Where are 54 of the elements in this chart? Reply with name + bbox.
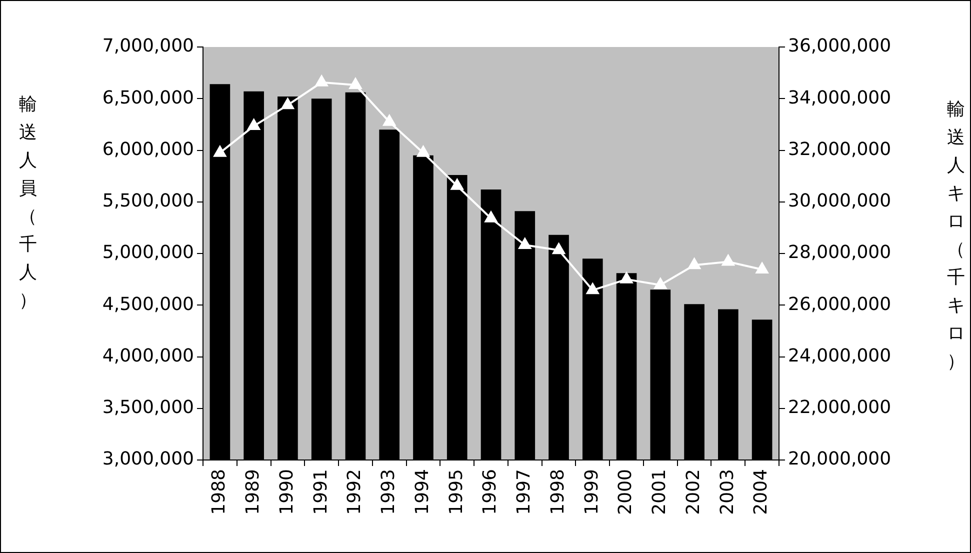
point [484,211,498,222]
x-tick-label: 1989 [242,469,264,515]
y2-tick-label: 26,000,000 [788,294,892,315]
text: 輸送人キロ（千キロ） [947,99,965,372]
y-tick-label: 3,500,000 [102,397,194,418]
point [282,98,294,110]
point [214,146,226,157]
x-tick-label: 1994 [412,469,433,515]
x-tick-label: 1998 [547,469,568,515]
y-axis-title: 輸送人員（千人） [18,93,38,313]
x-tick-label: 2000 [615,469,636,515]
y2-tick-label: 30,000,000 [788,190,892,212]
y2-tick-label: 36,000,000 [788,36,892,57]
x-tick-label: 1999 [581,469,602,515]
y-tick-label: 4,500,000 [102,294,194,315]
x-tick-label: 2003 [716,469,738,515]
y-tick-label: 7,000,000 [102,36,194,57]
x-tick-label: 1992 [344,469,366,515]
point [552,243,565,254]
y-tick-label: 6,000,000 [102,138,194,160]
point [417,146,430,157]
y-tick-label: 5,000,000 [102,242,194,264]
y2-tick-label: 34,000,000 [788,87,892,108]
point [586,283,599,294]
y2-tick-label: 28,000,000 [788,242,892,264]
point [620,272,633,284]
x-tick-label: 1997 [514,469,535,515]
y-tick-label: 3,000,000 [102,448,194,470]
y-tick-label: 4,000,000 [102,345,194,366]
point [349,78,362,89]
x-tick-label: 1988 [208,469,230,515]
x-tick-label: 2004 [750,469,772,515]
y-tick-label: 6,500,000 [102,87,194,108]
y2-tick-label: 32,000,000 [788,138,892,160]
y-tick-label: 5,500,000 [102,190,194,212]
x-tick-label: 2002 [682,469,704,515]
x-tick-label: 1995 [446,469,467,515]
point [518,238,532,249]
point [688,258,700,270]
point [315,75,328,86]
point [248,118,260,130]
y2-tick-label: 24,000,000 [788,345,892,366]
point [450,178,464,190]
point [383,114,396,126]
y2-tick-label: 20,000,000 [788,448,892,470]
x-tick-label: 2001 [649,469,670,515]
point [756,262,768,274]
x-tick-label: 1991 [310,469,332,515]
point [654,278,667,289]
x-tick-label: 1990 [276,469,298,515]
y2-tick-label: 22,000,000 [788,397,892,418]
x-tick-label: 1996 [480,469,501,515]
x-tick-label: 1993 [378,469,400,515]
point [722,254,734,266]
